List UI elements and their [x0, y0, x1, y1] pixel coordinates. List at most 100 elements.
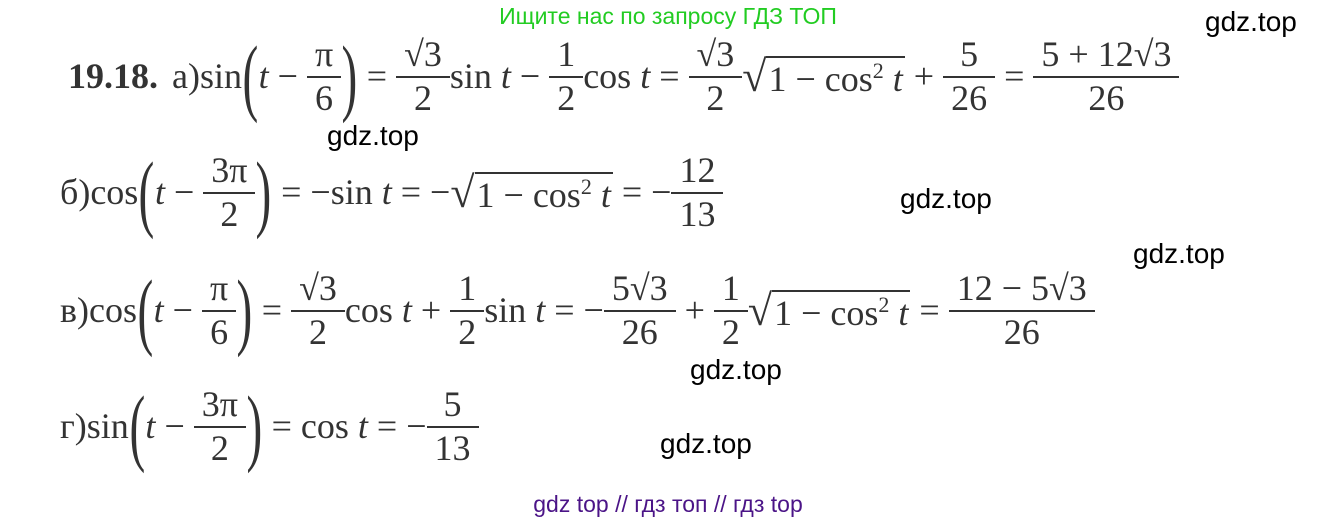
radicand: 1 − cos2 t — [474, 172, 613, 215]
left-paren: ( — [242, 28, 259, 125]
denominator: 2 — [203, 191, 256, 234]
watermark: gdz.top — [327, 120, 419, 151]
right-paren: ) — [236, 262, 253, 359]
exponent: 2 — [580, 174, 592, 199]
fraction: √3 2 — [396, 34, 450, 118]
denominator: 2 — [549, 75, 584, 118]
math-text: − — [268, 55, 307, 96]
numerator: 1 — [557, 34, 576, 74]
left-paren: ( — [129, 378, 145, 475]
math-text: = — [995, 55, 1034, 96]
numerator: 12 − 5√3 — [956, 268, 1087, 308]
watermark: gdz.top — [1205, 6, 1297, 37]
radicand: 1 − cos2 t — [766, 56, 905, 99]
part-label: а) — [172, 55, 200, 96]
right-paren: ) — [341, 28, 358, 125]
math-text: − — [155, 405, 194, 446]
math-text: = cos — [262, 405, 358, 446]
fraction: √3 2 — [688, 35, 743, 118]
fraction: 12 13 — [671, 150, 724, 234]
left-paren: ( — [138, 144, 155, 241]
watermark: gdz.top — [660, 428, 752, 459]
variable: t — [892, 59, 903, 99]
numerator: 12 — [679, 150, 716, 190]
math-text: − — [164, 171, 204, 212]
math-text: − — [510, 55, 550, 96]
denominator: 2 — [396, 75, 450, 118]
denominator: 13 — [671, 191, 724, 234]
fraction: √3 2 — [291, 268, 345, 352]
variable: t — [500, 55, 511, 96]
variable: t — [258, 55, 269, 96]
variable: t — [357, 405, 368, 446]
left-paren: ( — [137, 262, 154, 359]
numerator: 3π — [211, 150, 248, 190]
problem-number: 19.18. — [68, 55, 158, 96]
radical-sign: √ — [450, 167, 475, 217]
numerator: √3 — [404, 34, 442, 74]
radical-sign: √ — [747, 285, 773, 335]
radicand-text: 1 − cos — [768, 59, 873, 99]
math-text: sin — [484, 289, 536, 330]
math-text: cos — [344, 289, 402, 330]
exponent: 2 — [878, 292, 890, 317]
denominator: 26 — [603, 309, 676, 352]
math-text: cos — [89, 289, 137, 330]
math-text: + — [411, 289, 451, 330]
variable: t — [898, 293, 909, 333]
math-text: = −sin — [272, 171, 382, 212]
exponent: 2 — [872, 58, 884, 83]
numerator: √3 — [299, 268, 337, 308]
part-label: г) — [60, 405, 87, 446]
math-text: sin — [199, 55, 242, 96]
denominator: 2 — [450, 309, 485, 352]
numerator: 5 — [960, 34, 979, 74]
radicand: 1 − cos2 t — [772, 290, 911, 333]
fraction: 5 + 12√3 26 — [1033, 35, 1180, 118]
math-text: − — [163, 289, 202, 330]
part-label: б) — [60, 171, 91, 212]
denominator: 26 — [943, 75, 996, 118]
variable: t — [600, 175, 611, 215]
variable: t — [154, 171, 165, 212]
denominator: 26 — [1033, 75, 1180, 118]
math-text: = − — [391, 171, 451, 212]
variable: t — [535, 289, 546, 330]
part-label: в) — [60, 289, 89, 330]
denominator: 2 — [713, 309, 748, 352]
right-paren: ) — [246, 378, 263, 475]
math-text: = — [650, 55, 689, 96]
radical-sign: √ — [742, 51, 767, 101]
watermark: gdz.top — [690, 354, 782, 385]
variable: t — [640, 55, 651, 96]
math-text: + — [904, 55, 944, 96]
fraction: 5√3 26 — [603, 268, 676, 352]
watermark: gdz.top — [900, 183, 992, 214]
denominator: 6 — [306, 75, 342, 118]
math-text: = — [357, 55, 397, 96]
watermark: gdz.top — [1133, 238, 1225, 269]
radicand-text: 1 − cos — [476, 175, 581, 215]
solution-line-d: г) sin(t − 3π 2) = cos t = −5 13 — [60, 378, 479, 475]
solution-line-c: в) cos(t − π 6) = √3 2 cos t + 1 2 sin t = −5… — [60, 262, 1095, 359]
math-text: + — [675, 289, 714, 330]
right-paren: ) — [255, 144, 272, 241]
numerator: 1 — [721, 268, 740, 308]
denominator: 2 — [291, 309, 345, 352]
solution-line-b: б) cos(t − 3π 2) = −sin t = − √ 1 − cos2 t … — [60, 144, 724, 241]
search-hint-banner: Ищите нас по запросу ГДЗ ТОП — [499, 3, 837, 29]
numerator: 5√3 — [611, 268, 668, 308]
math-text: = − — [612, 171, 672, 212]
square-root: √ 1 − cos2 t — [450, 167, 613, 217]
variable: t — [381, 171, 392, 212]
fraction: 5 26 — [943, 34, 996, 118]
denominator: 6 — [201, 309, 237, 352]
math-text: sin — [449, 55, 501, 96]
denominator: 2 — [193, 425, 246, 468]
numerator: 1 — [458, 268, 477, 308]
math-text: = − — [367, 405, 427, 446]
denominator: 2 — [688, 75, 743, 118]
